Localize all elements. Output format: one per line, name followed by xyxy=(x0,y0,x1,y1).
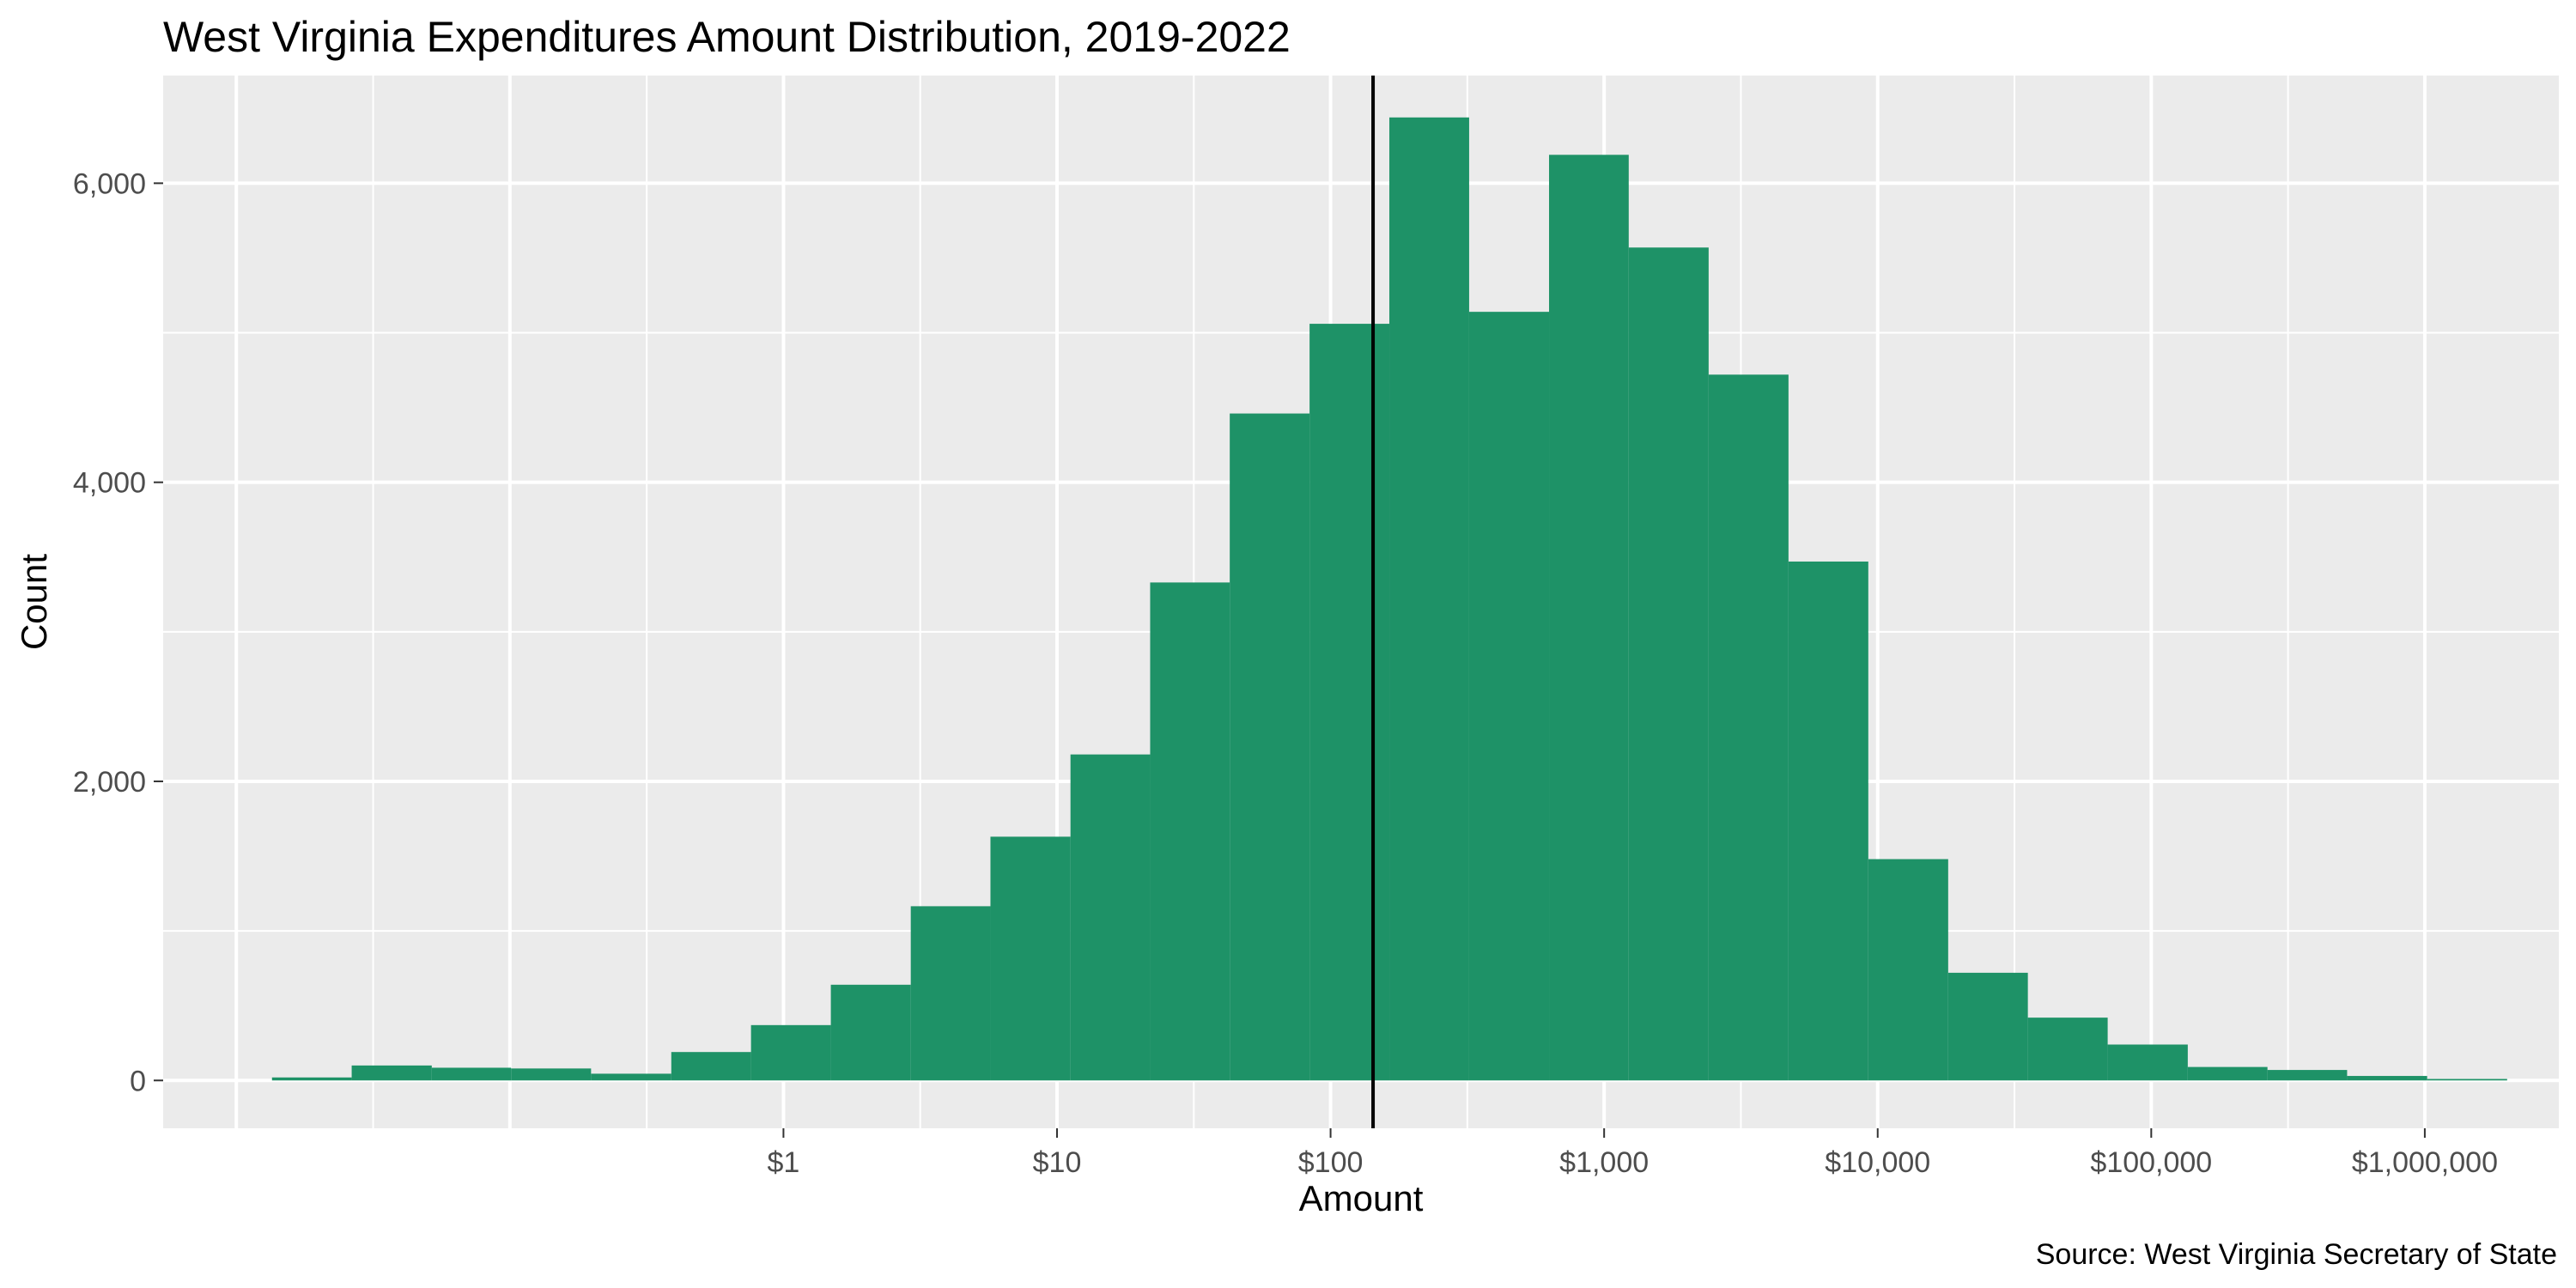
y-axis-title: Count xyxy=(14,554,54,650)
x-tick-label: $1,000 xyxy=(1559,1146,1649,1179)
histogram-bar xyxy=(431,1067,512,1081)
histogram-bar xyxy=(271,1077,352,1081)
x-tick-label: $1 xyxy=(768,1146,800,1179)
histogram-bar xyxy=(591,1073,671,1081)
histogram-bar xyxy=(830,984,911,1081)
x-tick-label: $10 xyxy=(1033,1146,1082,1179)
histogram-bar xyxy=(2347,1076,2427,1081)
histogram-bar xyxy=(1868,859,1948,1081)
y-tick-label: 0 xyxy=(130,1065,146,1097)
histogram-bar xyxy=(1309,324,1390,1081)
histogram-bar xyxy=(2427,1078,2507,1081)
y-tick-label: 6,000 xyxy=(73,167,146,200)
x-axis-title: Amount xyxy=(1299,1178,1424,1218)
histogram-bar xyxy=(990,836,1071,1081)
histogram-bar xyxy=(910,906,991,1081)
histogram-bar xyxy=(1230,413,1310,1081)
y-tick-label: 2,000 xyxy=(73,766,146,799)
y-axis-ticks: 0 2,000 4,000 6,000 xyxy=(73,167,163,1097)
source-caption: Source: West Virginia Secretary of State xyxy=(2036,1238,2557,1271)
histogram-bar xyxy=(1788,561,1868,1081)
x-tick-label: $1,000,000 xyxy=(2352,1146,2498,1179)
histogram-bar xyxy=(2027,1018,2108,1081)
histogram-bar xyxy=(750,1024,831,1081)
histogram-bar xyxy=(1070,754,1151,1081)
chart-title: West Virginia Expenditures Amount Distri… xyxy=(163,13,1291,61)
x-tick-label: $100 xyxy=(1298,1146,1364,1179)
histogram-bar xyxy=(1389,117,1469,1081)
histogram-bar xyxy=(511,1068,592,1081)
histogram-bar xyxy=(1150,582,1230,1081)
histogram-bar xyxy=(671,1052,751,1081)
histogram-bar xyxy=(1468,312,1550,1081)
histogram-bar xyxy=(2107,1044,2188,1081)
histogram-bar xyxy=(1947,972,2028,1081)
bars xyxy=(271,117,2507,1081)
histogram-bar xyxy=(351,1065,432,1081)
x-tick-label: $100,000 xyxy=(2090,1146,2212,1179)
histogram-bar xyxy=(1549,155,1629,1081)
x-axis-ticks: $1 $10 $100 $1,000 $10,000 $100,000 $1,000,000 xyxy=(768,1128,2498,1179)
histogram-bar xyxy=(1708,374,1789,1081)
histogram-bar xyxy=(2187,1066,2268,1081)
x-tick-label: $10,000 xyxy=(1825,1146,1930,1179)
y-tick-label: 4,000 xyxy=(73,467,146,500)
histogram-bar xyxy=(1628,247,1709,1081)
histogram-bar xyxy=(2267,1070,2348,1081)
